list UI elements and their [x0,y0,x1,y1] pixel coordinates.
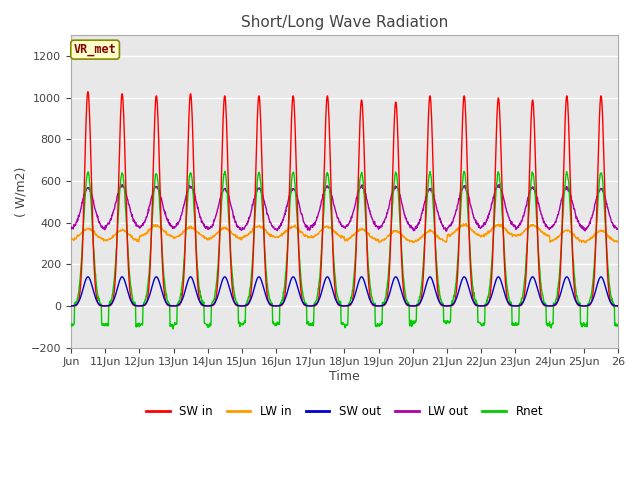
Text: VR_met: VR_met [74,43,116,56]
Y-axis label: ( W/m2): ( W/m2) [15,166,28,216]
Title: Short/Long Wave Radiation: Short/Long Wave Radiation [241,15,448,30]
Legend: SW in, LW in, SW out, LW out, Rnet: SW in, LW in, SW out, LW out, Rnet [141,400,548,423]
X-axis label: Time: Time [329,370,360,383]
